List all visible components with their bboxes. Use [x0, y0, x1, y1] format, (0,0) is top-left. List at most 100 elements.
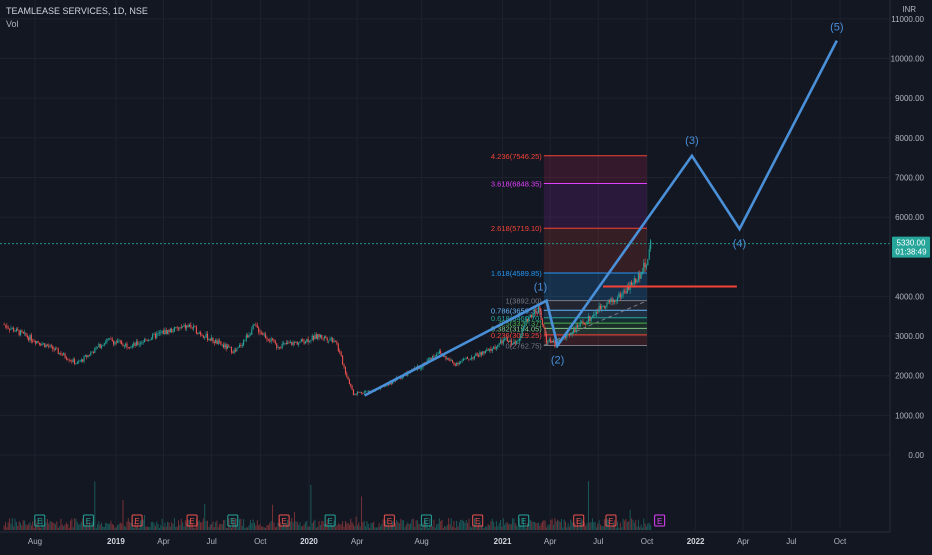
volume-bar	[217, 527, 219, 530]
volume-bar	[478, 524, 480, 530]
candle-body	[532, 313, 534, 318]
volume-bar	[121, 523, 123, 530]
candle-body	[100, 345, 103, 349]
fib-level-label: 3.618(6848.35)	[491, 179, 542, 188]
candle-body	[205, 333, 207, 338]
candle-body	[300, 339, 302, 342]
volume-bar	[175, 526, 177, 530]
volume-bar	[510, 524, 512, 530]
candle-body	[524, 321, 526, 327]
wave-label: (5)	[830, 22, 843, 34]
candle-body	[501, 340, 503, 344]
volume-bar	[369, 527, 371, 530]
price-tag-countdown: 01:38:49	[895, 248, 927, 257]
volume-bar	[351, 522, 353, 530]
volume-bar	[67, 524, 69, 530]
volume-bar	[531, 521, 533, 530]
candle-body	[216, 340, 218, 345]
volume-bar	[38, 527, 40, 530]
volume-bar	[303, 524, 305, 530]
volume-bar	[289, 521, 291, 530]
candle-body	[4, 324, 7, 326]
volume-bar	[373, 521, 375, 530]
volume-bar	[161, 518, 163, 530]
candle-body	[509, 340, 511, 342]
candle-body	[346, 373, 348, 377]
candle-body	[517, 340, 519, 342]
candle-body	[161, 330, 163, 333]
candle-body	[225, 344, 227, 349]
volume-bar	[509, 523, 511, 530]
candle-body	[121, 341, 123, 345]
earnings-marker	[654, 514, 666, 527]
candle-body	[209, 339, 211, 341]
volume-bar	[237, 526, 239, 530]
candle-body	[199, 332, 202, 335]
candle-body	[574, 329, 576, 332]
volume-bar	[50, 521, 52, 530]
volume-bar	[445, 526, 447, 530]
candle-body	[259, 332, 261, 333]
candle-body	[476, 353, 478, 356]
candle-body	[505, 337, 507, 340]
candle-body	[427, 359, 430, 361]
volume-bar	[607, 519, 609, 530]
volume-bar	[520, 525, 522, 530]
volume-bar	[497, 526, 499, 530]
candle-body	[215, 340, 217, 344]
candle-body	[78, 361, 80, 363]
candle-body	[46, 344, 48, 346]
volume-bar	[618, 527, 620, 530]
candle-body	[98, 344, 100, 347]
candle-body	[464, 358, 466, 360]
volume-bar	[557, 519, 559, 530]
candle-body	[616, 297, 619, 302]
candle-body	[468, 358, 470, 360]
candle-body	[247, 335, 249, 338]
candle-body	[498, 343, 500, 345]
volume-bar	[193, 527, 195, 530]
candle-body	[137, 341, 139, 345]
earnings-marker-label: E	[134, 517, 139, 526]
candle-body	[479, 352, 481, 357]
candle-body	[57, 348, 59, 354]
candle-body	[645, 265, 647, 268]
candle-body	[639, 273, 641, 279]
volume-bar	[595, 527, 597, 530]
volume-bar	[57, 527, 59, 530]
y-tick-label: 6000.00	[895, 213, 924, 222]
volume-bar	[285, 523, 287, 530]
candle-body	[462, 359, 465, 361]
candle-body	[150, 338, 152, 341]
volume-bar	[332, 525, 334, 530]
volume-bar	[633, 522, 635, 530]
volume-bar	[615, 527, 617, 530]
candle-body	[449, 359, 451, 361]
volume-bar	[152, 521, 154, 530]
candle-body	[183, 325, 185, 327]
candle-body	[438, 351, 440, 354]
earnings-marker-label: E	[657, 517, 662, 526]
candle-body	[41, 343, 43, 346]
volume-bar	[611, 526, 613, 530]
volume-bar	[403, 520, 405, 530]
volume-bar	[545, 527, 547, 530]
candle-body	[266, 337, 268, 340]
candle-body	[648, 249, 650, 260]
volume-bar	[209, 524, 211, 530]
candle-body	[535, 309, 537, 313]
volume-bar	[606, 518, 608, 530]
volume-bar	[221, 524, 223, 530]
candle-body	[541, 319, 544, 325]
volume-bar	[457, 526, 459, 530]
candle-body	[618, 293, 620, 298]
candle-body	[323, 336, 326, 339]
volume-bar	[593, 522, 595, 530]
volume-bar	[37, 520, 39, 530]
volume-bar	[266, 525, 268, 530]
candle-body	[288, 342, 290, 344]
volume-bar	[130, 523, 132, 530]
